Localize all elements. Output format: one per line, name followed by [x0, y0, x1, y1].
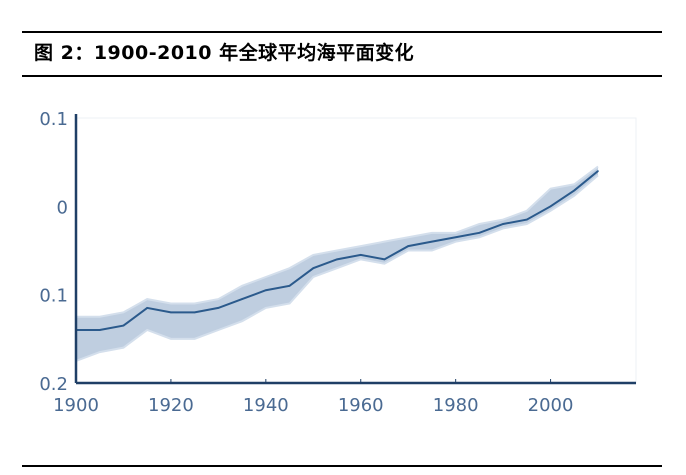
x-tick-label: 1940	[243, 395, 289, 416]
x-tick-label: 2000	[528, 395, 574, 416]
data-point	[383, 258, 386, 261]
bottom-rule	[22, 465, 662, 467]
data-point	[407, 245, 410, 247]
data-point	[526, 218, 528, 221]
data-point	[312, 267, 315, 269]
data-point	[597, 170, 599, 172]
uncertainty-band	[76, 166, 599, 361]
data-point	[431, 240, 433, 243]
data-point	[359, 254, 362, 256]
figure-title: 图 2：1900-2010 年全球平均海平面变化	[34, 42, 415, 64]
upper-series-line	[76, 165, 599, 318]
data-point	[288, 285, 291, 287]
data-point	[454, 236, 457, 239]
data-point	[265, 289, 267, 292]
data-point	[193, 311, 196, 314]
data-point	[122, 324, 125, 327]
x-tick-label: 1900	[53, 395, 99, 416]
data-point	[98, 329, 101, 331]
y-tick-label: 0.1	[39, 109, 68, 130]
x-tick-label: 1960	[338, 395, 384, 416]
data-point	[336, 258, 338, 261]
y-tick-label: 0	[57, 197, 68, 218]
data-point	[573, 189, 576, 192]
data-point	[478, 232, 481, 234]
data-point	[502, 223, 504, 225]
top-rule	[22, 31, 662, 33]
data-point	[146, 307, 148, 309]
data-point	[549, 205, 552, 208]
title-rule	[22, 75, 662, 77]
x-tick-label: 1920	[148, 395, 194, 416]
y-tick-label: 0.2	[39, 374, 68, 395]
y-tick-label: 0.1	[39, 286, 68, 307]
data-point	[217, 307, 220, 309]
data-point	[170, 311, 172, 314]
data-point	[241, 298, 243, 300]
x-tick-label: 1980	[433, 395, 479, 416]
lower-series-line	[75, 174, 599, 362]
